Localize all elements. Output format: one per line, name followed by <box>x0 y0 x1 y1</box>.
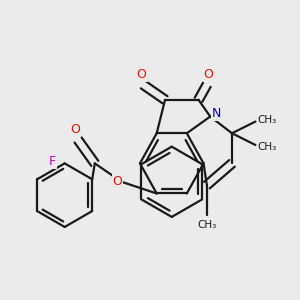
Text: N: N <box>212 107 221 120</box>
Text: CH₃: CH₃ <box>257 142 277 152</box>
Text: F: F <box>48 155 56 168</box>
Text: CH₃: CH₃ <box>197 220 217 230</box>
Text: O: O <box>70 123 80 136</box>
Text: O: O <box>137 68 147 81</box>
Text: O: O <box>112 175 122 188</box>
Text: O: O <box>204 68 214 81</box>
Text: CH₃: CH₃ <box>257 115 277 125</box>
